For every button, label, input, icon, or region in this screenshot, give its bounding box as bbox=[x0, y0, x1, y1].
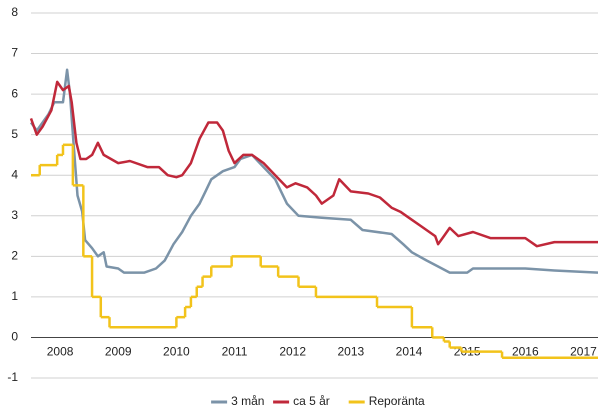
x-tick-label: 2008 bbox=[47, 345, 74, 359]
y-tick-label: 5 bbox=[11, 127, 18, 141]
y-tick-label: 7 bbox=[11, 46, 18, 60]
legend-label: ca 5 år bbox=[293, 394, 330, 408]
y-tick-label: -1 bbox=[7, 370, 18, 384]
x-tick-label: 2013 bbox=[337, 345, 364, 359]
y-tick-label: 2 bbox=[11, 249, 18, 263]
x-tick-label: 2011 bbox=[222, 345, 248, 359]
y-tick-label: 6 bbox=[11, 86, 18, 100]
x-tick-label: 2016 bbox=[512, 345, 539, 359]
legend-label: 3 mån bbox=[231, 394, 264, 408]
x-tick-label: 2014 bbox=[396, 345, 423, 359]
x-tick-label: 2017 bbox=[570, 345, 597, 359]
x-tick-label: 2012 bbox=[279, 345, 306, 359]
x-tick-label: 2009 bbox=[105, 345, 132, 359]
series-line bbox=[29, 80, 598, 248]
legend-label: Reporänta bbox=[369, 394, 425, 408]
y-tick-label: 4 bbox=[11, 167, 18, 181]
series-line bbox=[29, 68, 598, 274]
y-tick-label: 1 bbox=[11, 289, 18, 303]
y-tick-label: 3 bbox=[11, 208, 18, 222]
y-tick-label: 0 bbox=[11, 330, 18, 344]
x-tick-label: 2010 bbox=[163, 345, 190, 359]
y-tick-label: 8 bbox=[11, 5, 18, 19]
